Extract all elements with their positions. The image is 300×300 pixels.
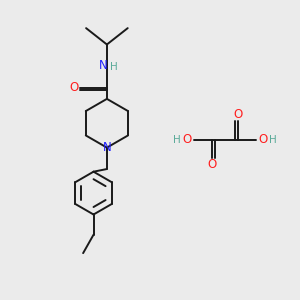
- Text: N: N: [99, 59, 107, 72]
- Text: H: H: [269, 135, 277, 145]
- Text: O: O: [258, 133, 267, 146]
- Text: O: O: [208, 158, 217, 171]
- Text: H: H: [110, 62, 118, 72]
- Text: O: O: [183, 133, 192, 146]
- Text: N: N: [103, 141, 111, 154]
- Text: O: O: [69, 81, 78, 94]
- Text: O: O: [233, 108, 242, 121]
- Text: H: H: [173, 135, 181, 145]
